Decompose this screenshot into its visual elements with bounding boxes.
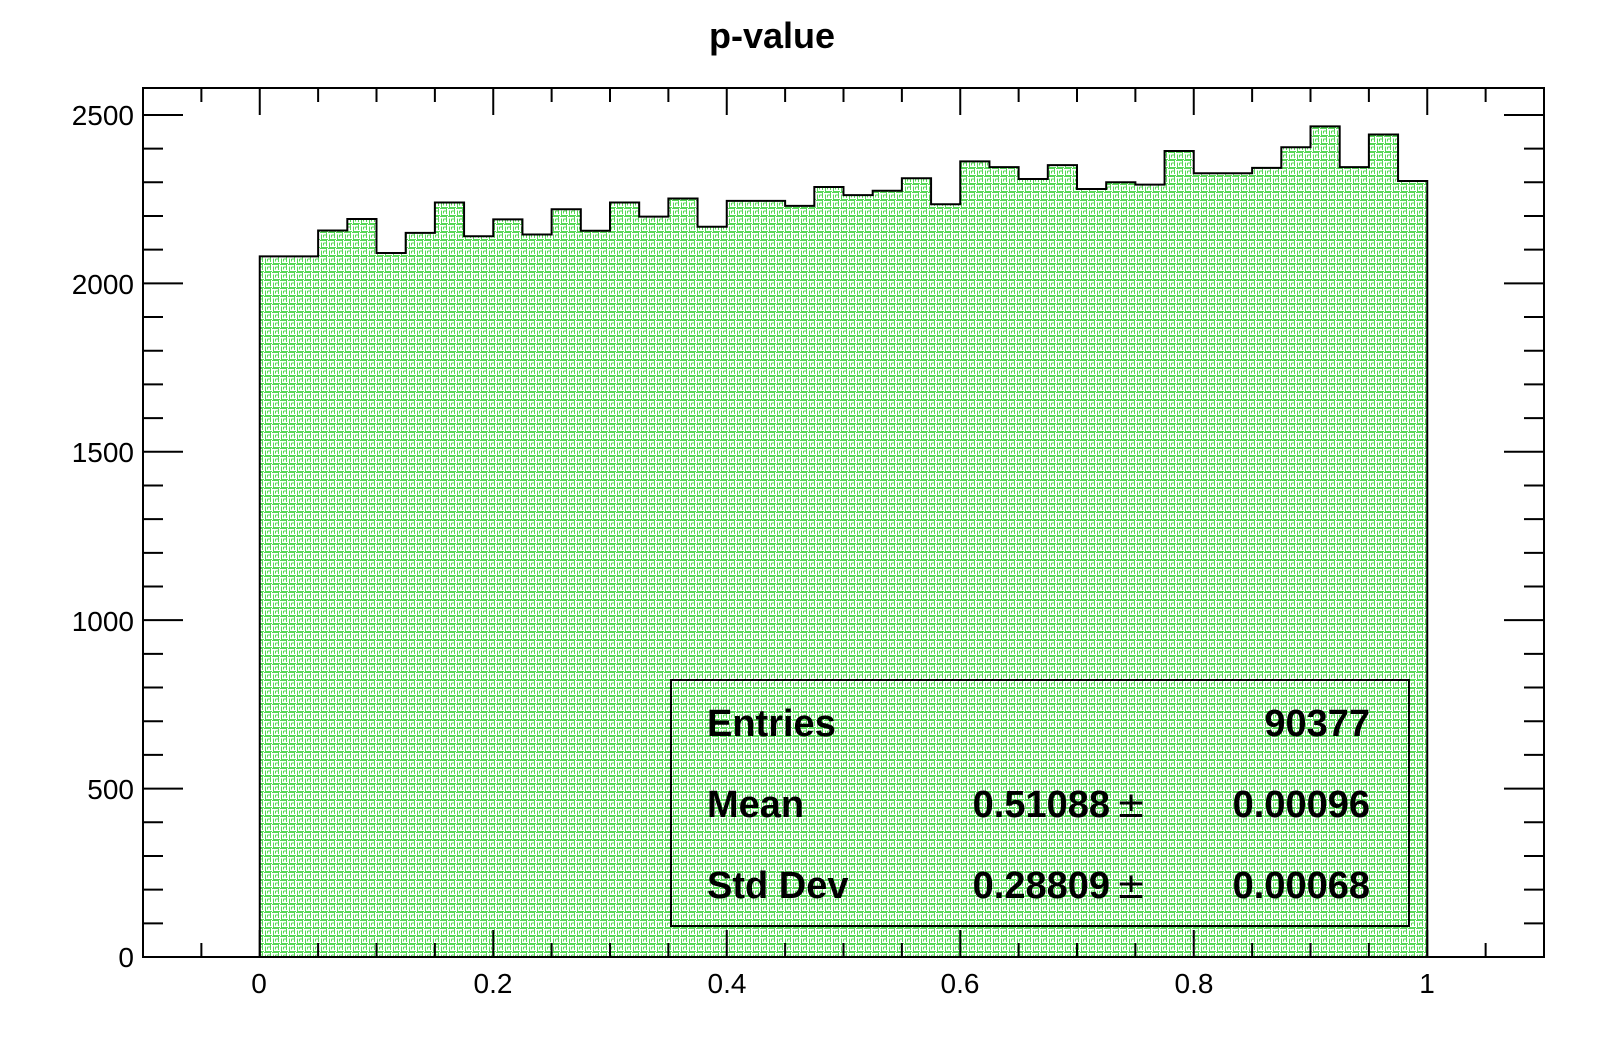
x-axis-labels: 0 0.2 0.4 0.6 0.8 1: [251, 968, 1435, 999]
histogram-bin-18: [785, 205, 815, 958]
histogram-bin-27: [1047, 165, 1078, 957]
histogram-bin-13: [639, 216, 669, 957]
histogram-bin-17: [755, 200, 786, 957]
histogram-bin-7: [464, 236, 494, 958]
histogram-bin-34: [1252, 167, 1282, 957]
stats-stddev-value: 0.28809: [973, 865, 1110, 907]
stats-mean-error: 0.00096: [1233, 784, 1370, 826]
histogram-bin-24: [960, 161, 991, 958]
histogram-bin-31: [1164, 150, 1195, 957]
y-tick-label-5: 2500: [72, 100, 134, 131]
histogram-bin-8: [493, 219, 524, 957]
stats-box-frame: [670, 679, 1410, 927]
histogram-bars: [258, 125, 1429, 958]
stats-stddev-pm: ±: [1116, 866, 1146, 907]
y-tick-label-2: 1000: [72, 606, 134, 637]
y-tick-label-3: 1500: [72, 437, 134, 468]
y-tick-label-0: 0: [118, 942, 134, 973]
chart-title: p-value: [709, 15, 835, 56]
histogram-bin-2: [318, 230, 348, 957]
histogram-bin-20: [843, 195, 874, 957]
histogram-bin-39: [1398, 180, 1428, 958]
histogram-bin-38: [1368, 134, 1399, 958]
y-axis-labels: 0 500 1000 1500 2000 2500: [72, 100, 134, 973]
histogram-bin-4: [376, 253, 407, 958]
stats-mean-pm: ±: [1116, 785, 1146, 826]
histogram-bin-35: [1281, 147, 1312, 957]
histogram-bin-23: [931, 204, 961, 957]
stats-entries-label: Entries: [707, 703, 836, 745]
histogram-bin-16: [726, 200, 757, 957]
histogram-bin-21: [872, 190, 903, 958]
stats-mean-label: Mean: [707, 784, 804, 826]
y-tick-label-4: 2000: [72, 269, 134, 300]
histogram-bin-15: [697, 226, 728, 958]
histogram-bin-26: [1018, 178, 1049, 957]
stats-entries-value: 90377: [1264, 703, 1370, 745]
histogram-bin-12: [610, 202, 640, 957]
histogram-bin-32: [1193, 173, 1224, 958]
histogram-bin-36: [1310, 126, 1341, 957]
x-tick-label-2: 0.4: [708, 968, 747, 999]
x-tick-label-4: 0.8: [1175, 968, 1214, 999]
histogram-outline: [258, 125, 1429, 957]
histogram-bin-33: [1222, 173, 1253, 958]
histogram-bin-11: [580, 230, 611, 958]
x-tick-label-0: 0: [251, 968, 267, 999]
histogram-bin-25: [989, 167, 1020, 958]
histogram-bin-0: [259, 256, 290, 957]
axis-ticks: [142, 88, 1545, 958]
histogram-bin-3: [347, 219, 378, 958]
histogram-bin-28: [1077, 189, 1107, 957]
x-tick-label-3: 0.6: [941, 968, 980, 999]
histogram-bin-30: [1135, 184, 1166, 957]
stats-box: Entries 90377 Mean 0.51088 ± 0.00096 Std…: [670, 679, 1410, 927]
stats-mean-value: 0.51088: [973, 784, 1110, 826]
histogram-bin-37: [1339, 167, 1370, 958]
histogram-bin-1: [288, 256, 319, 957]
histogram-bin-9: [522, 234, 553, 957]
histogram-bin-5: [405, 232, 436, 958]
x-tick-label-1: 0.2: [474, 968, 513, 999]
stats-stddev-error: 0.00068: [1233, 865, 1370, 907]
histogram-bin-10: [551, 209, 582, 958]
histogram-bin-29: [1106, 182, 1136, 958]
stats-stddev-label: Std Dev: [707, 865, 848, 907]
histogram-bin-6: [434, 202, 465, 957]
y-tick-label-1: 500: [87, 774, 134, 805]
histogram-bin-22: [901, 178, 932, 958]
histogram-bin-14: [668, 198, 699, 957]
x-tick-label-5: 1: [1419, 968, 1435, 999]
histogram-bin-19: [814, 187, 845, 957]
